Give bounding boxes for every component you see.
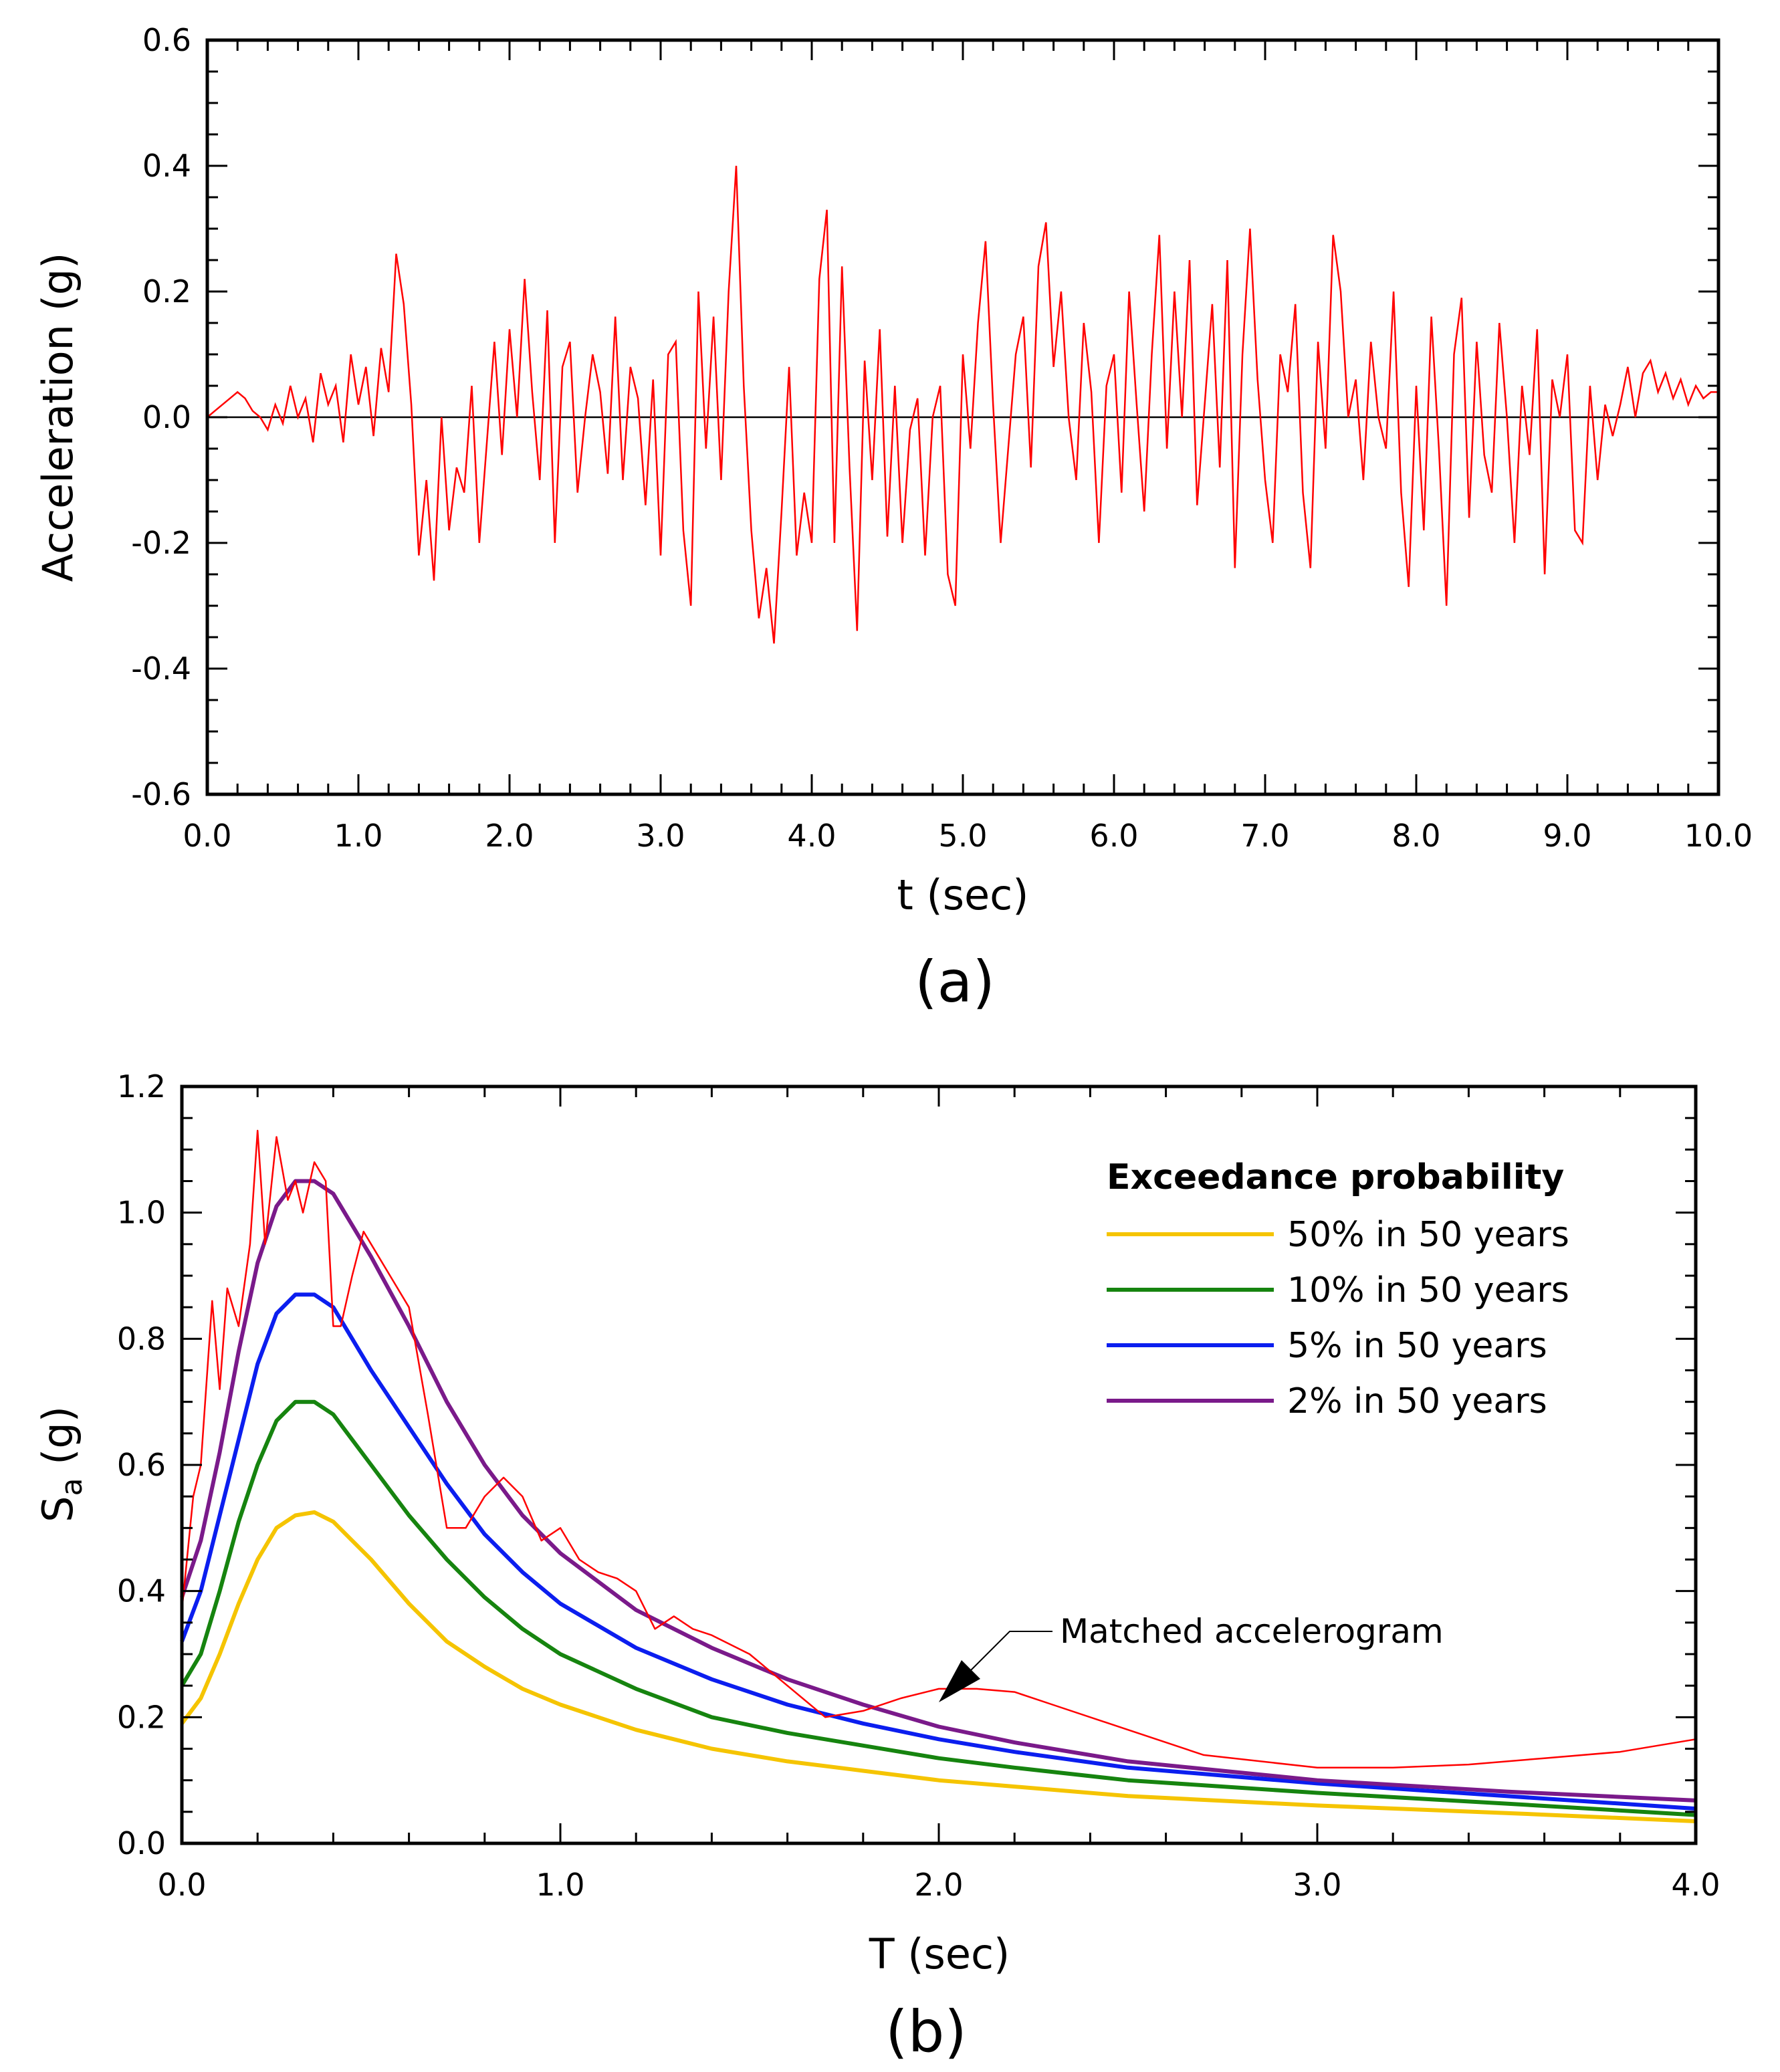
x-tick-label-a: 9.0 bbox=[1543, 818, 1591, 854]
y-tick-label-b: 0.2 bbox=[117, 1699, 166, 1735]
y-tick-label-b: 0.4 bbox=[117, 1573, 166, 1609]
x-tick-label-a: 0.0 bbox=[183, 818, 231, 854]
y-tick-label-a: 0.6 bbox=[142, 22, 191, 58]
y-axis-label-sub: a bbox=[55, 1478, 89, 1496]
y-tick-label-b: 1.2 bbox=[117, 1068, 166, 1105]
legend-label-0: 50% in 50 years bbox=[1287, 1215, 1569, 1255]
panel-label-a: (a) bbox=[915, 949, 995, 1016]
annotation-arrowhead bbox=[939, 1660, 980, 1702]
annotation-leader-line bbox=[962, 1631, 1052, 1679]
panel-label-b: (b) bbox=[885, 1998, 967, 2065]
series-line-3 bbox=[180, 1179, 1696, 1803]
y-tick-label-a: -0.2 bbox=[131, 525, 191, 561]
y-tick-label-a: -0.4 bbox=[131, 651, 191, 687]
y-axis-label-b: Sa (g) bbox=[33, 1406, 89, 1522]
y-tick-label-b: 0.0 bbox=[117, 1825, 166, 1861]
y-tick-label-b: 0.8 bbox=[117, 1320, 166, 1357]
x-tick-label-a: 1.0 bbox=[334, 818, 382, 854]
x-tick-label-b: 1.0 bbox=[536, 1867, 584, 1903]
legend: Exceedance probability 50% in 50 years 10… bbox=[1107, 1157, 1569, 1421]
x-axis-label-b: T (sec) bbox=[869, 1930, 1010, 1978]
y-tick-label-a: -0.6 bbox=[131, 776, 191, 812]
y-axis-label-main: S bbox=[33, 1496, 82, 1522]
svg-text:Sa (g): Sa (g) bbox=[33, 1406, 89, 1522]
y-axis-label-unit: (g) bbox=[33, 1406, 82, 1478]
x-tick-label-a: 8.0 bbox=[1392, 818, 1440, 854]
y-tick-label-a: 0.2 bbox=[142, 273, 191, 310]
response-spectrum-chart: 0.0 1.0 2.0 3.0 4.0 0.0 0.2 0.4 0.6 0.8 1.0 1.2 T (… bbox=[33, 1068, 1720, 2065]
legend-title: Exceedance probability bbox=[1107, 1157, 1564, 1197]
x-tick-label-a: 3.0 bbox=[636, 818, 685, 854]
legend-label-3: 2% in 50 years bbox=[1287, 1381, 1547, 1421]
x-tick-label-a: 2.0 bbox=[485, 818, 534, 854]
x-tick-label-b: 2.0 bbox=[914, 1867, 963, 1903]
legend-label-1: 10% in 50 years bbox=[1287, 1270, 1569, 1310]
series-line-0 bbox=[180, 1510, 1696, 1823]
x-tick-label-a: 6.0 bbox=[1089, 818, 1138, 854]
series-line-1 bbox=[180, 1399, 1696, 1817]
series-line-2 bbox=[180, 1292, 1696, 1811]
annotation-text: Matched accelerogram bbox=[1060, 1612, 1444, 1651]
y-tick-label-b: 1.0 bbox=[117, 1195, 166, 1231]
acceleration-series-line bbox=[207, 165, 1718, 644]
y-axis-label-a: Acceleration (g) bbox=[33, 253, 82, 582]
series-line-4 bbox=[181, 1129, 1696, 1769]
x-axis-label-a: t (sec) bbox=[897, 871, 1029, 919]
acceleration-time-history-chart: 0.0 1.0 2.0 3.0 4.0 5.0 6.0 7.0 8.0 9.0 10.0 -0.6 -0… bbox=[33, 22, 1753, 1016]
y-tick-label-b: 0.6 bbox=[117, 1447, 166, 1483]
annotation-matched-accelerogram: Matched accelerogram bbox=[939, 1612, 1444, 1702]
x-tick-label-b: 0.0 bbox=[157, 1867, 206, 1903]
x-tick-label-a: 5.0 bbox=[938, 818, 987, 854]
x-tick-label-a: 7.0 bbox=[1240, 818, 1289, 854]
x-tick-label-a: 4.0 bbox=[787, 818, 836, 854]
y-tick-label-a: 0.0 bbox=[142, 399, 191, 435]
x-tick-label-a: 10.0 bbox=[1684, 818, 1753, 854]
legend-label-2: 5% in 50 years bbox=[1287, 1326, 1547, 1366]
x-tick-label-b: 3.0 bbox=[1293, 1867, 1341, 1903]
y-tick-label-a: 0.4 bbox=[142, 148, 191, 184]
x-tick-label-b: 4.0 bbox=[1671, 1867, 1720, 1903]
